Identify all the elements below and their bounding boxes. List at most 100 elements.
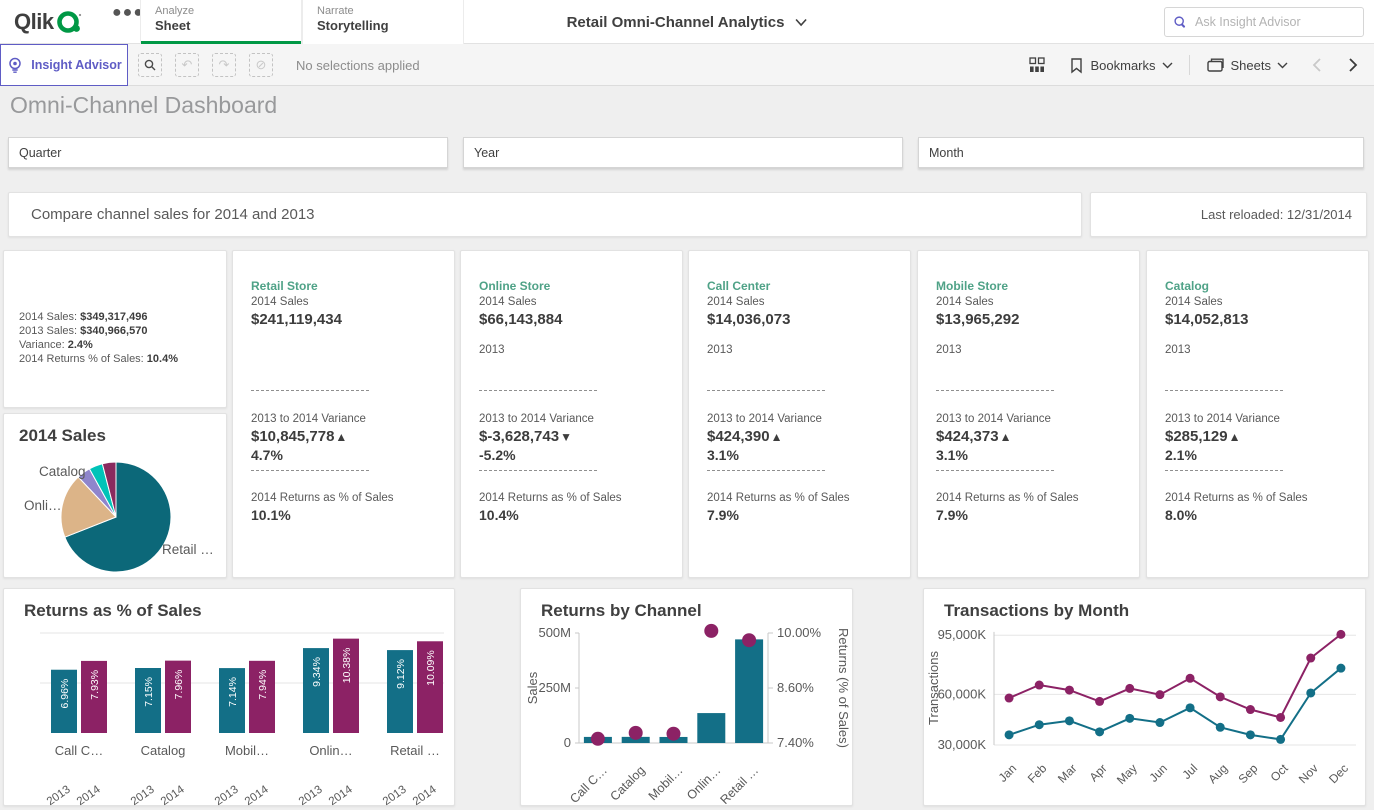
kpi-card-retail-store[interactable]: Retail Store 2014 Sales $241,119,434 2013 t… <box>232 250 455 578</box>
sales-label: 2014 Sales <box>479 296 537 308</box>
combo-dot-retail-[interactable] <box>742 633 757 648</box>
line-point-2014-dec[interactable] <box>1336 629 1346 639</box>
line-point-2014-sep[interactable] <box>1245 705 1255 715</box>
tab-narrate-storytelling[interactable]: Narrate Storytelling <box>302 0 464 44</box>
returns-pct: 7.9% <box>936 507 968 523</box>
redo-selection-icon[interactable]: ↷ <box>212 53 236 77</box>
line-point-2013-jan[interactable] <box>1004 730 1014 740</box>
line-point-2013-apr[interactable] <box>1095 727 1105 737</box>
combo-dot-call-c-[interactable] <box>590 731 605 746</box>
combo-dot-catalog[interactable] <box>628 725 643 740</box>
insight-advisor-button[interactable]: Insight Advisor <box>0 44 128 86</box>
year-label: 2013 <box>936 344 962 356</box>
pie-chart-2014-sales[interactable]: Catalog Onli… Retail … <box>4 414 228 579</box>
tab-label: Storytelling <box>317 18 389 33</box>
line-chart-transactions-by-month[interactable]: 30,000K 60,000K 95,000K Jan Feb Mar Apr May Jun J… <box>924 621 1367 807</box>
line-point-2013-jul[interactable] <box>1185 703 1195 713</box>
line-point-2013-sep[interactable] <box>1245 730 1255 740</box>
filter-month[interactable]: Month <box>918 137 1364 168</box>
line-point-2013-mar[interactable] <box>1064 716 1074 726</box>
variance-value: $10,845,778▲ <box>251 428 348 445</box>
combo-dot-onlin-[interactable] <box>704 623 719 638</box>
clear-selections-icon[interactable]: ⊘ <box>249 53 273 77</box>
line-point-2014-aug[interactable] <box>1215 692 1225 702</box>
line-series-2014[interactable] <box>1008 633 1342 719</box>
line-point-2014-feb[interactable] <box>1034 680 1044 690</box>
channel-name: Mobile Store <box>936 279 1009 293</box>
line-point-2014-jul[interactable] <box>1185 673 1195 683</box>
variance-label: 2013 to 2014 Variance <box>707 413 822 425</box>
line-point-2013-nov[interactable] <box>1306 688 1316 698</box>
variance-pct: 3.1% <box>707 447 739 463</box>
month-label: May <box>1114 761 1140 787</box>
pie-slice-online-store[interactable] <box>60 476 117 538</box>
combo-chart-returns-by-channel[interactable]: 0 7.40% 250M 8.60% 500M 10.00% Call C…CatalogM… <box>521 621 854 807</box>
year-tick-label: 2013 <box>213 784 241 807</box>
line-point-2014-nov[interactable] <box>1306 653 1316 663</box>
combo-bar-catalog[interactable] <box>621 736 650 743</box>
summary-kpi-card[interactable]: 2014 Sales: $349,317,496 2013 Sales: $34… <box>3 250 227 408</box>
line-point-2014-jun[interactable] <box>1155 690 1165 700</box>
bar-2013-call-c-[interactable] <box>51 669 77 733</box>
combo-chart-card[interactable]: Returns by Channel 0 7.40% 250M 8.60% 500M 10… <box>520 588 854 807</box>
bar-2014-mobil-[interactable] <box>249 660 275 733</box>
sales-label: 2014 Sales <box>936 296 994 308</box>
search-input[interactable] <box>1195 15 1355 29</box>
bar-2013-retail-[interactable] <box>387 650 413 733</box>
pie-slice-retail-store[interactable] <box>64 461 172 573</box>
kpi-card-call-center[interactable]: Call Center 2014 Sales $14,036,073 2013 2013… <box>688 250 911 578</box>
pie-chart-card[interactable]: 2014 Sales Catalog Onli… Retail … <box>3 413 227 578</box>
app-title-menu[interactable]: Retail Omni-Channel Analytics <box>567 0 808 44</box>
combo-dot-mobil-[interactable] <box>666 726 681 741</box>
line-point-2014-oct[interactable] <box>1276 712 1286 722</box>
filter-quarter[interactable]: Quarter <box>8 137 448 168</box>
next-sheet-icon[interactable] <box>1340 52 1366 78</box>
insight-advisor-search[interactable] <box>1164 7 1364 37</box>
tab-analyze-sheet[interactable]: Analyze Sheet <box>140 0 302 44</box>
combo-bar-onlin-[interactable] <box>697 713 726 743</box>
grid-view-button[interactable] <box>1021 51 1053 79</box>
bar-2014-call-c-[interactable] <box>81 660 107 733</box>
bar-2014-retail-[interactable] <box>417 641 443 733</box>
line-point-2014-mar[interactable] <box>1064 685 1074 695</box>
returns-label: 2014 Returns as % of Sales <box>936 492 1079 504</box>
bar-chart-card[interactable]: Returns as % of Sales 6.96% 2013 7.93% 2014… <box>3 588 456 807</box>
app-title: Retail Omni-Channel Analytics <box>566 13 785 31</box>
sales-value: $241,119,434 <box>251 311 342 328</box>
kpi-card-online-store[interactable]: Online Store 2014 Sales $66,143,884 2013 201… <box>460 250 683 578</box>
bar-2013-onlin-[interactable] <box>303 648 329 733</box>
bar-2013-mobil-[interactable] <box>219 668 245 733</box>
line-point-2014-may[interactable] <box>1125 683 1135 693</box>
line-chart-card[interactable]: Transactions by Month 30,000K 60,000K 95,0… <box>923 588 1366 806</box>
line-point-2013-feb[interactable] <box>1034 720 1044 730</box>
kpi-card-mobile-store[interactable]: Mobile Store 2014 Sales $13,965,292 2013 201… <box>917 250 1140 578</box>
bar-2014-onlin-[interactable] <box>333 638 359 733</box>
qlik-logo[interactable]: Qlik <box>14 7 84 37</box>
line-point-2013-oct[interactable] <box>1276 734 1286 744</box>
previous-sheet-icon[interactable] <box>1304 52 1330 78</box>
more-menu-icon[interactable]: ●●● <box>112 4 144 21</box>
trend-arrow-icon: ▲ <box>770 430 783 444</box>
bookmarks-button[interactable]: Bookmarks <box>1063 53 1178 78</box>
bar-chart-returns-pct[interactable]: 6.96% 2013 7.93% 2014 Call C… 7.15% 2013 7.96% 2… <box>4 621 456 807</box>
chart-title: 2014 Sales <box>19 426 106 445</box>
pie-slice-mobile-store[interactable] <box>101 461 117 518</box>
combo-bar-retail-[interactable] <box>735 639 764 743</box>
line-point-2014-jan[interactable] <box>1004 693 1014 703</box>
bar-2013-catalog[interactable] <box>135 668 161 733</box>
sheets-button[interactable]: Sheets <box>1200 53 1294 77</box>
line-point-2013-jun[interactable] <box>1155 718 1165 728</box>
line-series-2013[interactable] <box>1008 667 1342 741</box>
filter-year[interactable]: Year <box>463 137 903 168</box>
kpi-card-catalog[interactable]: Catalog 2014 Sales $14,052,813 2013 2013 to … <box>1146 250 1369 578</box>
year-label: 2013 <box>479 344 505 356</box>
line-point-2013-may[interactable] <box>1125 713 1135 723</box>
line-point-2013-aug[interactable] <box>1215 722 1225 732</box>
undo-selection-icon[interactable]: ↶ <box>175 53 199 77</box>
bar-2014-catalog[interactable] <box>165 660 191 733</box>
line-point-2014-apr[interactable] <box>1095 696 1105 706</box>
dashed-divider <box>707 390 825 391</box>
month-label: Dec <box>1326 761 1351 786</box>
smart-search-icon[interactable] <box>138 53 162 77</box>
line-point-2013-dec[interactable] <box>1336 663 1346 673</box>
